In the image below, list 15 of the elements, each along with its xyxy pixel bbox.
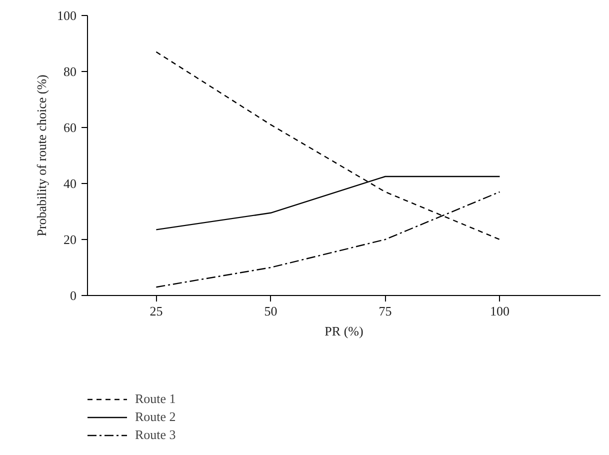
x-tick-label: 25 [150,304,163,318]
x-tick-label: 50 [264,304,278,318]
y-tick-label: 40 [64,176,76,191]
x-tick-label: 75 [378,304,392,318]
x-axis-title: PR (%) [324,324,364,338]
legend-label: Route 2 [135,409,176,425]
y-tick-label: 60 [64,120,76,135]
y-axis-title: Probability of route choice (%) [34,74,49,236]
y-tick-label: 80 [64,64,76,79]
y-tick-label: 0 [70,288,76,303]
y-tick-label: 20 [64,232,76,247]
x-tick-label: 100 [490,304,510,318]
legend-label: Route 1 [135,391,176,407]
legend-label: Route 3 [135,427,176,443]
y-tick-label: 100 [57,8,76,23]
